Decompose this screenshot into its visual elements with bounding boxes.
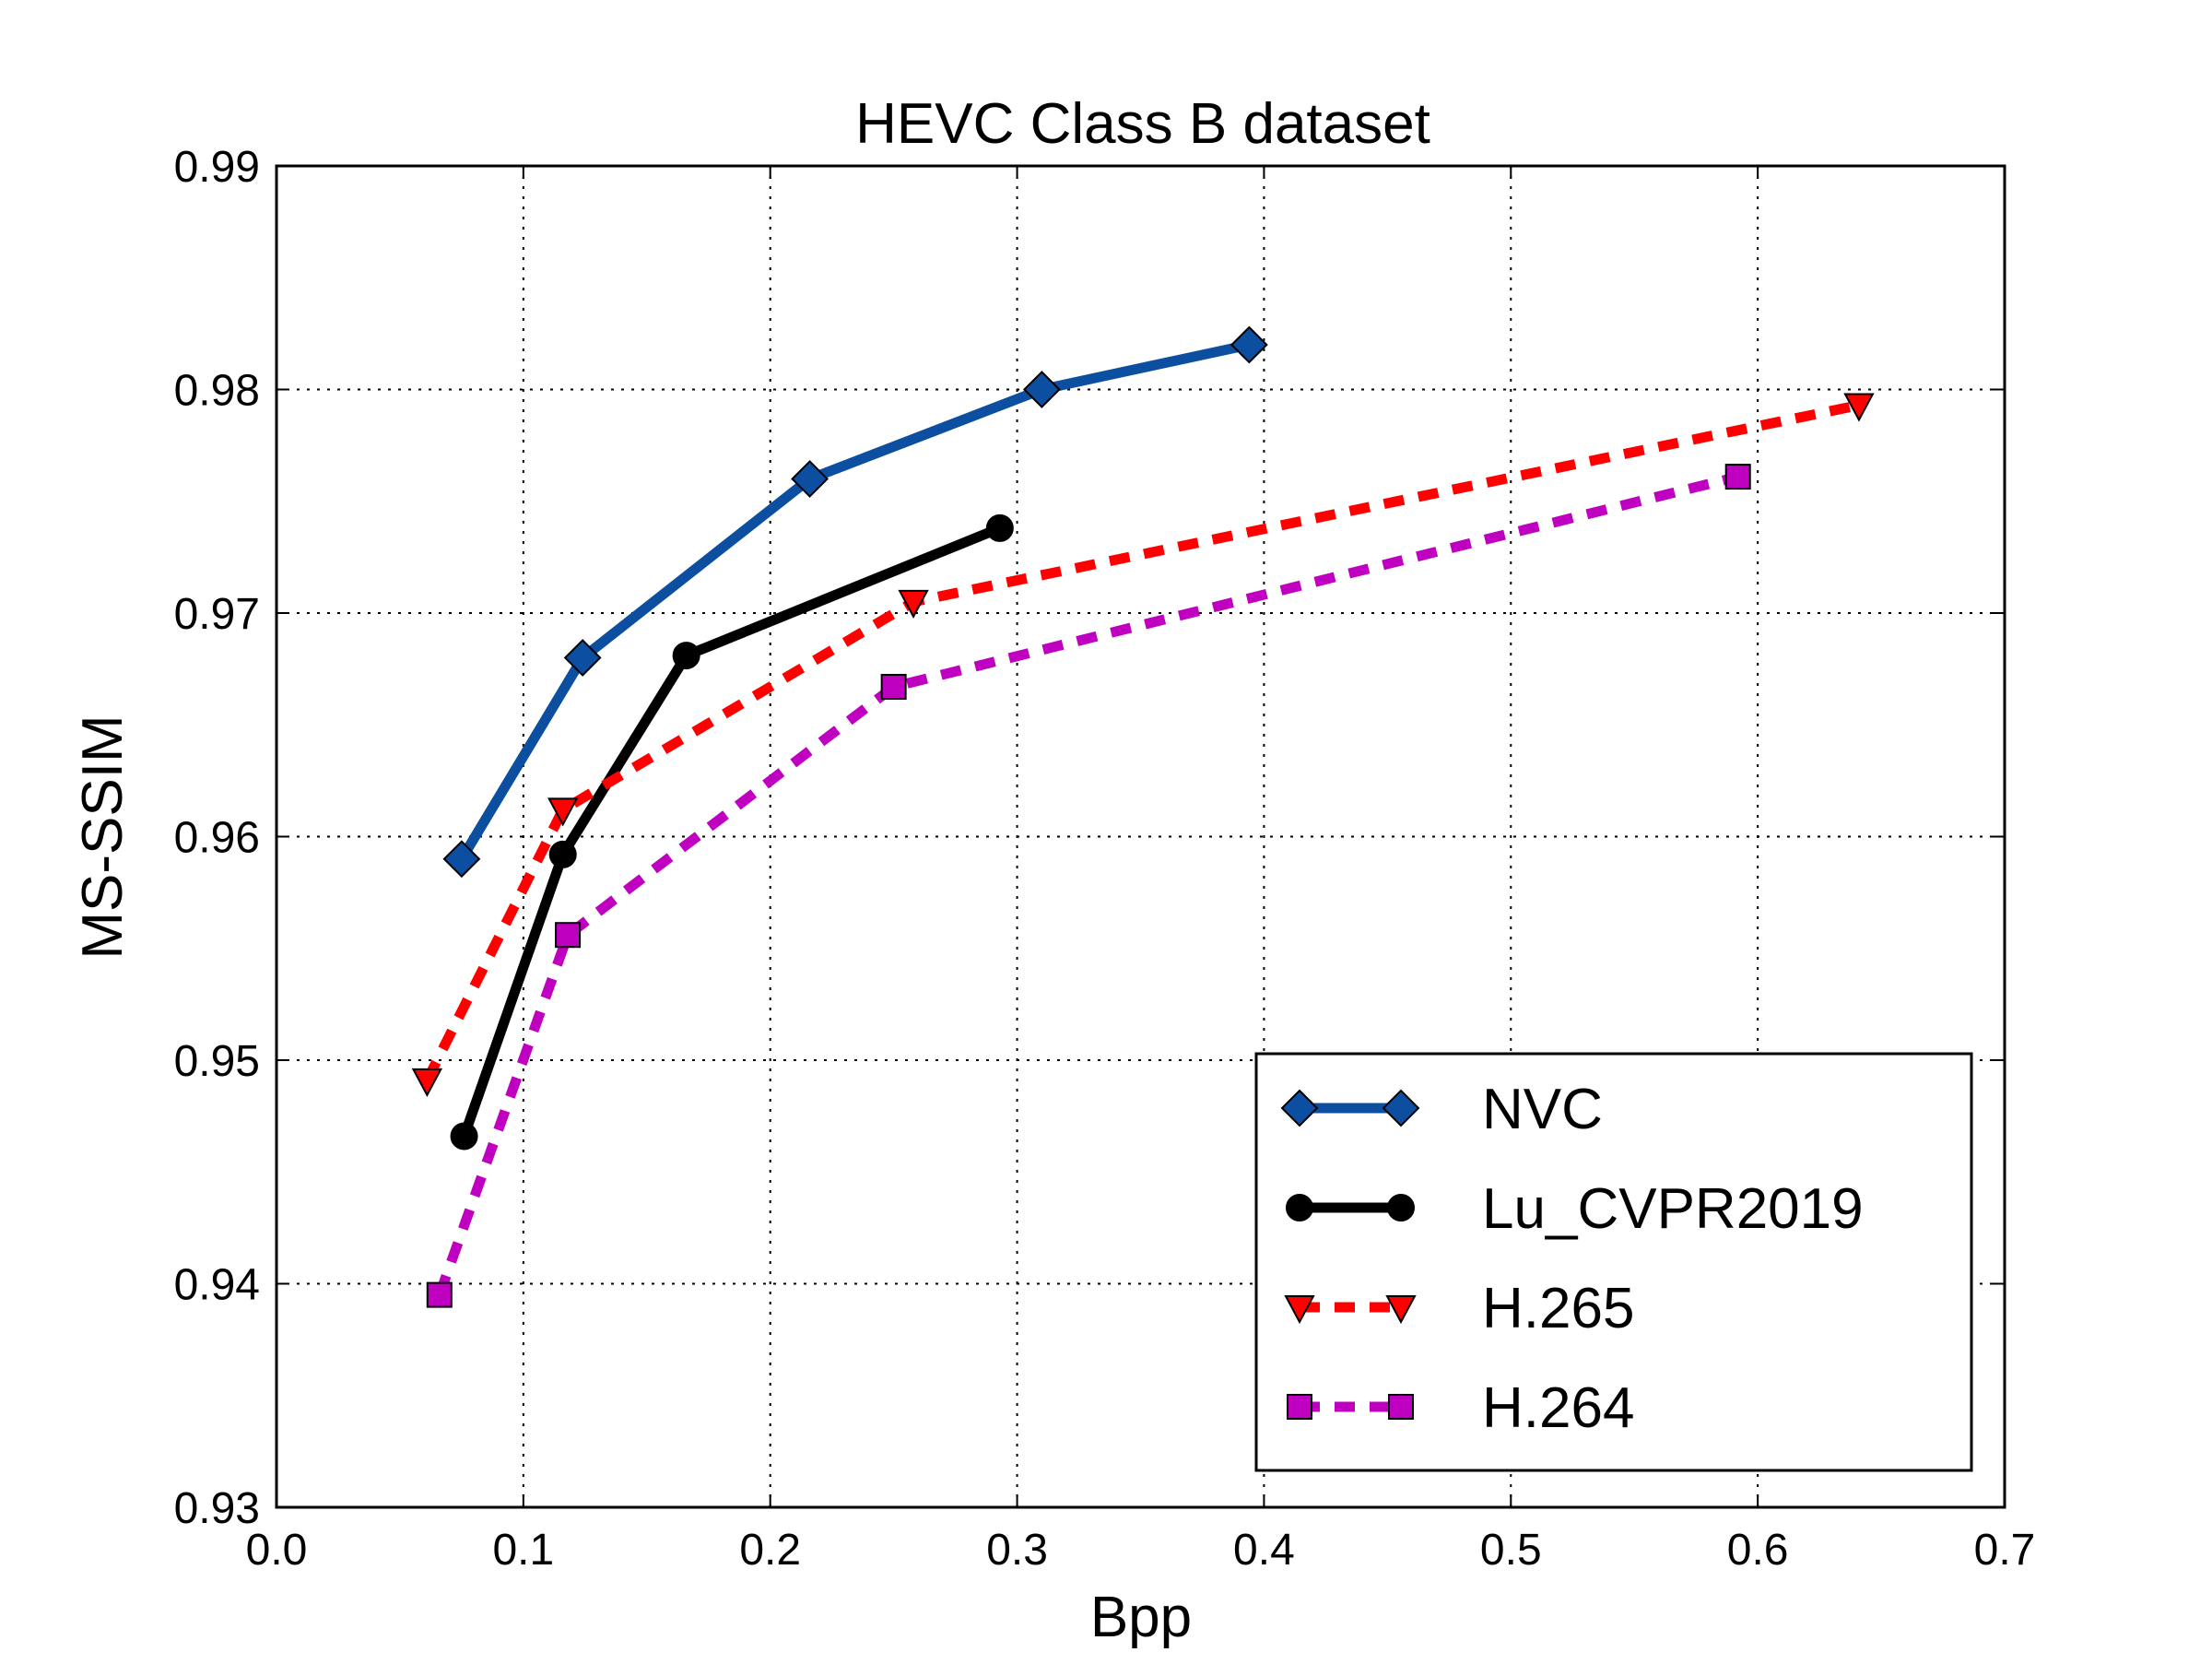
legend-lu-cvpr2019-label: Lu_CVPR2019 bbox=[1482, 1177, 1864, 1241]
lu-cvpr2019-data-point bbox=[672, 642, 700, 670]
y-tick-label: 0.97 bbox=[174, 590, 260, 639]
legend-h-265-label: H.265 bbox=[1482, 1277, 1634, 1340]
h-264-data-point bbox=[1724, 464, 1751, 490]
x-tick-label: 0.4 bbox=[1233, 1526, 1295, 1575]
h-265-series-line bbox=[422, 400, 1861, 1083]
legend-nvc-marker-end bbox=[1382, 1089, 1420, 1127]
nvc-data-point bbox=[563, 639, 602, 677]
legend-h-264-marker-start bbox=[1287, 1394, 1312, 1420]
x-tick-label: 0.3 bbox=[986, 1526, 1048, 1575]
y-tick-label: 0.95 bbox=[174, 1037, 260, 1086]
y-tick-label: 0.98 bbox=[174, 367, 260, 416]
x-axis-label: Bpp bbox=[1090, 1586, 1192, 1649]
lu-cvpr2019-data-point bbox=[450, 1122, 478, 1151]
h-265-data-point bbox=[411, 1068, 443, 1097]
legend-h-264-marker-end bbox=[1388, 1394, 1414, 1420]
y-tick-label: 0.93 bbox=[174, 1484, 260, 1533]
x-tick-label: 0.2 bbox=[739, 1526, 801, 1575]
x-tick-label: 0.7 bbox=[1974, 1526, 2036, 1575]
nvc-data-point bbox=[1022, 371, 1061, 408]
y-tick-label: 0.99 bbox=[174, 143, 260, 192]
y-tick-label: 0.96 bbox=[174, 814, 260, 863]
legend: NVC Lu_CVPR2019 H.265 H.264 bbox=[1254, 1052, 1973, 1472]
y-tick-label: 0.94 bbox=[174, 1261, 260, 1310]
x-tick-label: 0.0 bbox=[246, 1526, 308, 1575]
nvc-data-point bbox=[442, 840, 481, 879]
legend-h-265-marker-start bbox=[1284, 1295, 1315, 1325]
nvc-data-point bbox=[791, 460, 829, 498]
lu-cvpr2019-series-line bbox=[459, 523, 1002, 1139]
h-264-data-point bbox=[880, 674, 907, 701]
legend-lu-cvpr2019-marker-start bbox=[1286, 1194, 1313, 1221]
legend-h-264-label: H.264 bbox=[1482, 1376, 1634, 1440]
y-axis-label: MS-SSIM bbox=[71, 714, 135, 959]
axis-ticks: 0.0 0.1 0.2 0.3 0.4 0.5 0.6 0.7 0.93 0.94 0.95 0.96… bbox=[174, 143, 2036, 1575]
h-265-data-point bbox=[898, 589, 929, 619]
x-tick-label: 0.5 bbox=[1480, 1526, 1542, 1575]
h-265-data-point bbox=[1843, 393, 1875, 422]
x-tick-label: 0.1 bbox=[492, 1526, 554, 1575]
chart-title: HEVC Class B dataset bbox=[855, 92, 1430, 156]
nvc-series-line bbox=[457, 339, 1251, 862]
lu-cvpr2019-data-point bbox=[985, 513, 1014, 542]
lu-cvpr2019-data-point bbox=[548, 840, 577, 868]
nvc-data-point bbox=[1230, 325, 1268, 364]
h-264-data-point bbox=[426, 1281, 453, 1308]
legend-h-265-marker-end bbox=[1385, 1295, 1417, 1325]
h-264-data-point bbox=[555, 922, 582, 949]
h-265-data-point bbox=[547, 797, 579, 827]
legend-nvc-label: NVC bbox=[1482, 1078, 1603, 1141]
legend-nvc-marker-start bbox=[1280, 1089, 1319, 1127]
h-264-series-line bbox=[434, 471, 1740, 1297]
legend-lu-cvpr2019-marker-end bbox=[1387, 1194, 1415, 1221]
x-tick-label: 0.6 bbox=[1727, 1526, 1789, 1575]
series-group bbox=[411, 325, 1875, 1308]
legend-box bbox=[1254, 1052, 1973, 1472]
